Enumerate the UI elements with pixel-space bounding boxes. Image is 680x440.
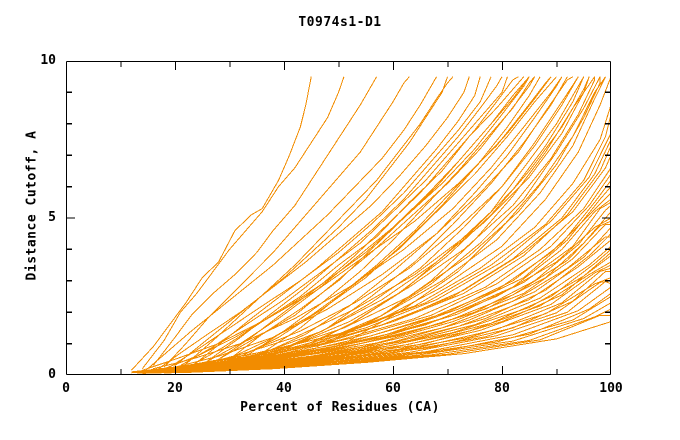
plot-frame <box>66 61 611 375</box>
x-tick-label: 100 <box>599 381 623 396</box>
data-curve <box>131 255 611 374</box>
x-tick-label: 60 <box>385 381 401 396</box>
data-curve <box>212 76 536 363</box>
data-curve <box>141 76 345 370</box>
chart-title: T0974s1-D1 <box>298 15 382 30</box>
data-curve <box>169 76 492 368</box>
plot-canvas <box>66 61 611 375</box>
data-curve <box>142 76 552 371</box>
data-curve <box>147 76 438 370</box>
data-curve <box>142 167 611 372</box>
data-curve <box>294 76 590 351</box>
data-curve <box>218 76 601 367</box>
data-curve <box>207 76 590 367</box>
y-tick-label: 10 <box>40 53 56 68</box>
data-curve <box>180 76 508 367</box>
data-curve <box>196 76 481 363</box>
data-curves <box>131 76 611 374</box>
data-curve <box>136 236 611 373</box>
data-curve <box>142 261 611 373</box>
data-curve <box>185 76 454 365</box>
data-curve <box>196 76 579 367</box>
data-curve <box>207 76 503 362</box>
data-curve <box>261 76 541 354</box>
data-curve <box>147 114 611 371</box>
data-curve <box>152 76 378 366</box>
data-curve <box>283 76 568 351</box>
data-curve <box>185 321 611 373</box>
plot-area <box>66 61 611 375</box>
data-curve <box>185 76 585 368</box>
data-curve <box>272 76 579 354</box>
y-axis-label: Distance Cutoff, A <box>24 130 40 281</box>
data-curve <box>142 220 611 373</box>
data-curve <box>131 217 611 373</box>
data-curve <box>158 76 470 370</box>
data-curve <box>174 76 448 366</box>
data-curve <box>147 280 611 374</box>
x-tick-label: 40 <box>276 381 292 396</box>
data-curve <box>131 155 611 373</box>
data-curve <box>153 76 563 370</box>
data-curve <box>229 76 596 363</box>
data-curve <box>240 76 611 363</box>
x-tick-label: 20 <box>167 381 183 396</box>
data-curve <box>136 104 611 373</box>
data-curve <box>131 76 312 371</box>
data-curve <box>256 76 563 357</box>
data-curve <box>174 76 574 368</box>
x-tick-label: 0 <box>62 381 70 396</box>
data-curve <box>136 277 611 374</box>
data-curve <box>163 76 530 370</box>
x-axis-label: Percent of Residues (CA) <box>240 400 440 415</box>
y-tick-label: 0 <box>48 367 56 382</box>
x-tick-label: 80 <box>494 381 510 396</box>
data-curve <box>218 76 519 360</box>
data-curve <box>223 76 557 362</box>
data-curve <box>169 139 611 370</box>
y-tick-label: 5 <box>48 210 56 225</box>
